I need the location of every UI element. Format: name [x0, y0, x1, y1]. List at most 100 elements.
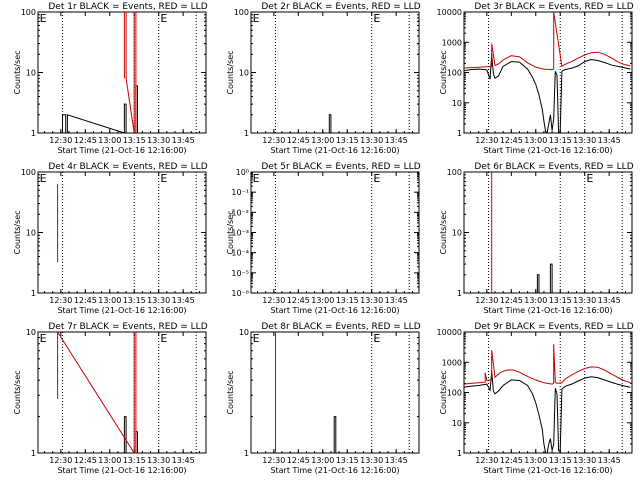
y-tick-label: 10 — [239, 328, 249, 337]
y-tick-label: 1 — [457, 129, 462, 138]
y-tick-label: 10⁰ — [236, 168, 249, 177]
x-tick-label: 13:00 — [311, 296, 334, 305]
x-tick-label: 13:45 — [385, 296, 408, 305]
plot-frame — [37, 331, 207, 454]
y-axis-label: Counts/sec — [13, 370, 22, 414]
chart-svg: Det 4r BLACK = Events, RED = LLD 12:30 12:… — [13, 162, 208, 315]
chart-svg: Det 7r BLACK = Events, RED = LLD 12:30 12:… — [13, 322, 208, 475]
plot-frame — [463, 11, 633, 134]
x-tick-label: 12:45 — [74, 456, 97, 465]
series-line — [464, 54, 631, 133]
y-axis-label: Counts/sec — [226, 50, 235, 94]
x-tick-label: 12:30 — [475, 136, 498, 145]
series-line — [333, 416, 337, 453]
y-tick-label: 100 — [234, 8, 249, 17]
chart-panel: Det 4r BLACK = Events, RED = LLD 12:30 12:… — [0, 160, 213, 320]
y-tick-label: 100 — [21, 8, 36, 17]
event-marker-label: E — [373, 332, 380, 345]
event-marker-label: E — [160, 172, 167, 185]
y-tick-label: 10⁻⁴ — [231, 249, 249, 258]
y-tick-label: 10⁻² — [231, 208, 249, 217]
y-axis-label: Counts/sec — [439, 370, 448, 414]
x-axis-label: Start Time (21-Oct-16 12:16:00) — [270, 306, 399, 315]
y-tick-label: 10⁻⁶ — [231, 289, 249, 298]
y-tick-label: 10 — [452, 99, 462, 108]
series-line — [464, 343, 631, 385]
event-marker-label: E — [373, 172, 380, 185]
event-marker-label: E — [253, 332, 260, 345]
x-tick-label: 13:45 — [172, 296, 195, 305]
chart-title: Det 4r BLACK = Events, RED = LLD — [48, 162, 207, 172]
event-marker-label: E — [253, 12, 260, 25]
y-tick-label: 1 — [244, 129, 249, 138]
x-tick-label: 12:45 — [287, 136, 310, 145]
x-tick-label: 13:30 — [147, 136, 170, 145]
y-tick-label: 1 — [457, 449, 462, 458]
y-axis-label: Counts/sec — [439, 50, 448, 94]
x-axis-label: Start Time (21-Oct-16 12:16:00) — [270, 466, 399, 475]
chart-svg: Det 2r BLACK = Events, RED = LLD 12:30 12:… — [226, 2, 421, 155]
plot-frame — [250, 331, 420, 454]
y-axis-label: Counts/sec — [13, 50, 22, 94]
y-axis-label: Counts/sec — [226, 370, 235, 414]
chart-title: Det 9r BLACK = Events, RED = LLD — [474, 322, 633, 332]
x-tick-label: 12:30 — [49, 136, 72, 145]
x-tick-label: 13:30 — [573, 296, 596, 305]
chart-svg: Det 9r BLACK = Events, RED = LLD 12:30 12:… — [437, 322, 634, 475]
chart-svg: Det 8r BLACK = Events, RED = LLD 12:30 12:… — [226, 322, 421, 475]
y-tick-label: 100 — [21, 168, 36, 177]
event-marker-label: E — [253, 172, 260, 185]
x-axis-label: Start Time (21-Oct-16 12:16:00) — [483, 306, 612, 315]
x-tick-label: 13:15 — [549, 296, 572, 305]
x-tick-label: 13:15 — [336, 136, 359, 145]
x-tick-label: 12:45 — [287, 456, 310, 465]
chart-panel: Det 2r BLACK = Events, RED = LLD 12:30 12:… — [213, 0, 426, 160]
chart-panel: Det 8r BLACK = Events, RED = LLD 12:30 12:… — [213, 320, 426, 480]
chart-title: Det 6r BLACK = Events, RED = LLD — [474, 162, 633, 172]
event-marker-label: E — [160, 332, 167, 345]
chart-panel: Det 7r BLACK = Events, RED = LLD 12:30 12:… — [0, 320, 213, 480]
chart-title: Det 8r BLACK = Events, RED = LLD — [261, 322, 420, 332]
x-tick-label: 12:30 — [262, 136, 285, 145]
x-tick-label: 13:45 — [172, 136, 195, 145]
x-tick-label: 13:45 — [385, 456, 408, 465]
plot-frame — [463, 171, 633, 294]
chart-title: Det 5r BLACK = Events, RED = LLD — [261, 162, 420, 172]
x-tick-label: 13:30 — [573, 456, 596, 465]
plot-frame — [37, 171, 207, 294]
series-line — [123, 416, 138, 453]
x-tick-label: 13:30 — [360, 296, 383, 305]
x-tick-label: 12:30 — [475, 296, 498, 305]
x-tick-label: 13:00 — [524, 296, 547, 305]
x-tick-label: 13:45 — [385, 136, 408, 145]
chart-title: Det 3r BLACK = Events, RED = LLD — [474, 2, 633, 12]
series-line — [62, 85, 138, 133]
x-axis-label: Start Time (21-Oct-16 12:16:00) — [270, 146, 399, 155]
x-tick-label: 13:45 — [598, 296, 621, 305]
event-marker-label: E — [40, 172, 47, 185]
y-tick-label: 10⁻⁵ — [231, 269, 249, 278]
x-tick-label: 12:30 — [262, 456, 285, 465]
y-tick-label: 10 — [26, 229, 36, 238]
plot-frame — [250, 11, 420, 134]
x-tick-label: 13:30 — [360, 456, 383, 465]
series-line — [57, 332, 137, 453]
chart-svg: Det 1r BLACK = Events, RED = LLD 12:30 12:… — [13, 2, 208, 155]
x-tick-label: 13:15 — [549, 456, 572, 465]
series-line — [123, 12, 137, 133]
y-tick-label: 10⁻³ — [231, 229, 249, 238]
x-tick-label: 13:00 — [311, 136, 334, 145]
x-tick-label: 12:45 — [500, 296, 523, 305]
y-tick-label: 1000 — [442, 38, 462, 47]
series-line — [464, 12, 631, 71]
event-marker-label: E — [586, 172, 593, 185]
chart-panel: Det 3r BLACK = Events, RED = LLD 12:30 12:… — [426, 0, 639, 160]
y-tick-label: 100 — [447, 389, 462, 398]
x-tick-label: 13:15 — [123, 136, 146, 145]
x-tick-label: 13:30 — [573, 136, 596, 145]
y-axis-label: Counts/sec — [226, 210, 235, 254]
chart-title: Det 2r BLACK = Events, RED = LLD — [261, 2, 420, 12]
y-tick-label: 10 — [26, 69, 36, 78]
x-tick-label: 13:45 — [598, 456, 621, 465]
y-tick-label: 10 — [452, 229, 462, 238]
